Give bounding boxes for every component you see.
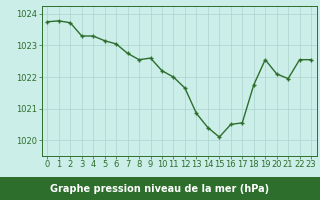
Text: Graphe pression niveau de la mer (hPa): Graphe pression niveau de la mer (hPa) — [51, 184, 269, 194]
